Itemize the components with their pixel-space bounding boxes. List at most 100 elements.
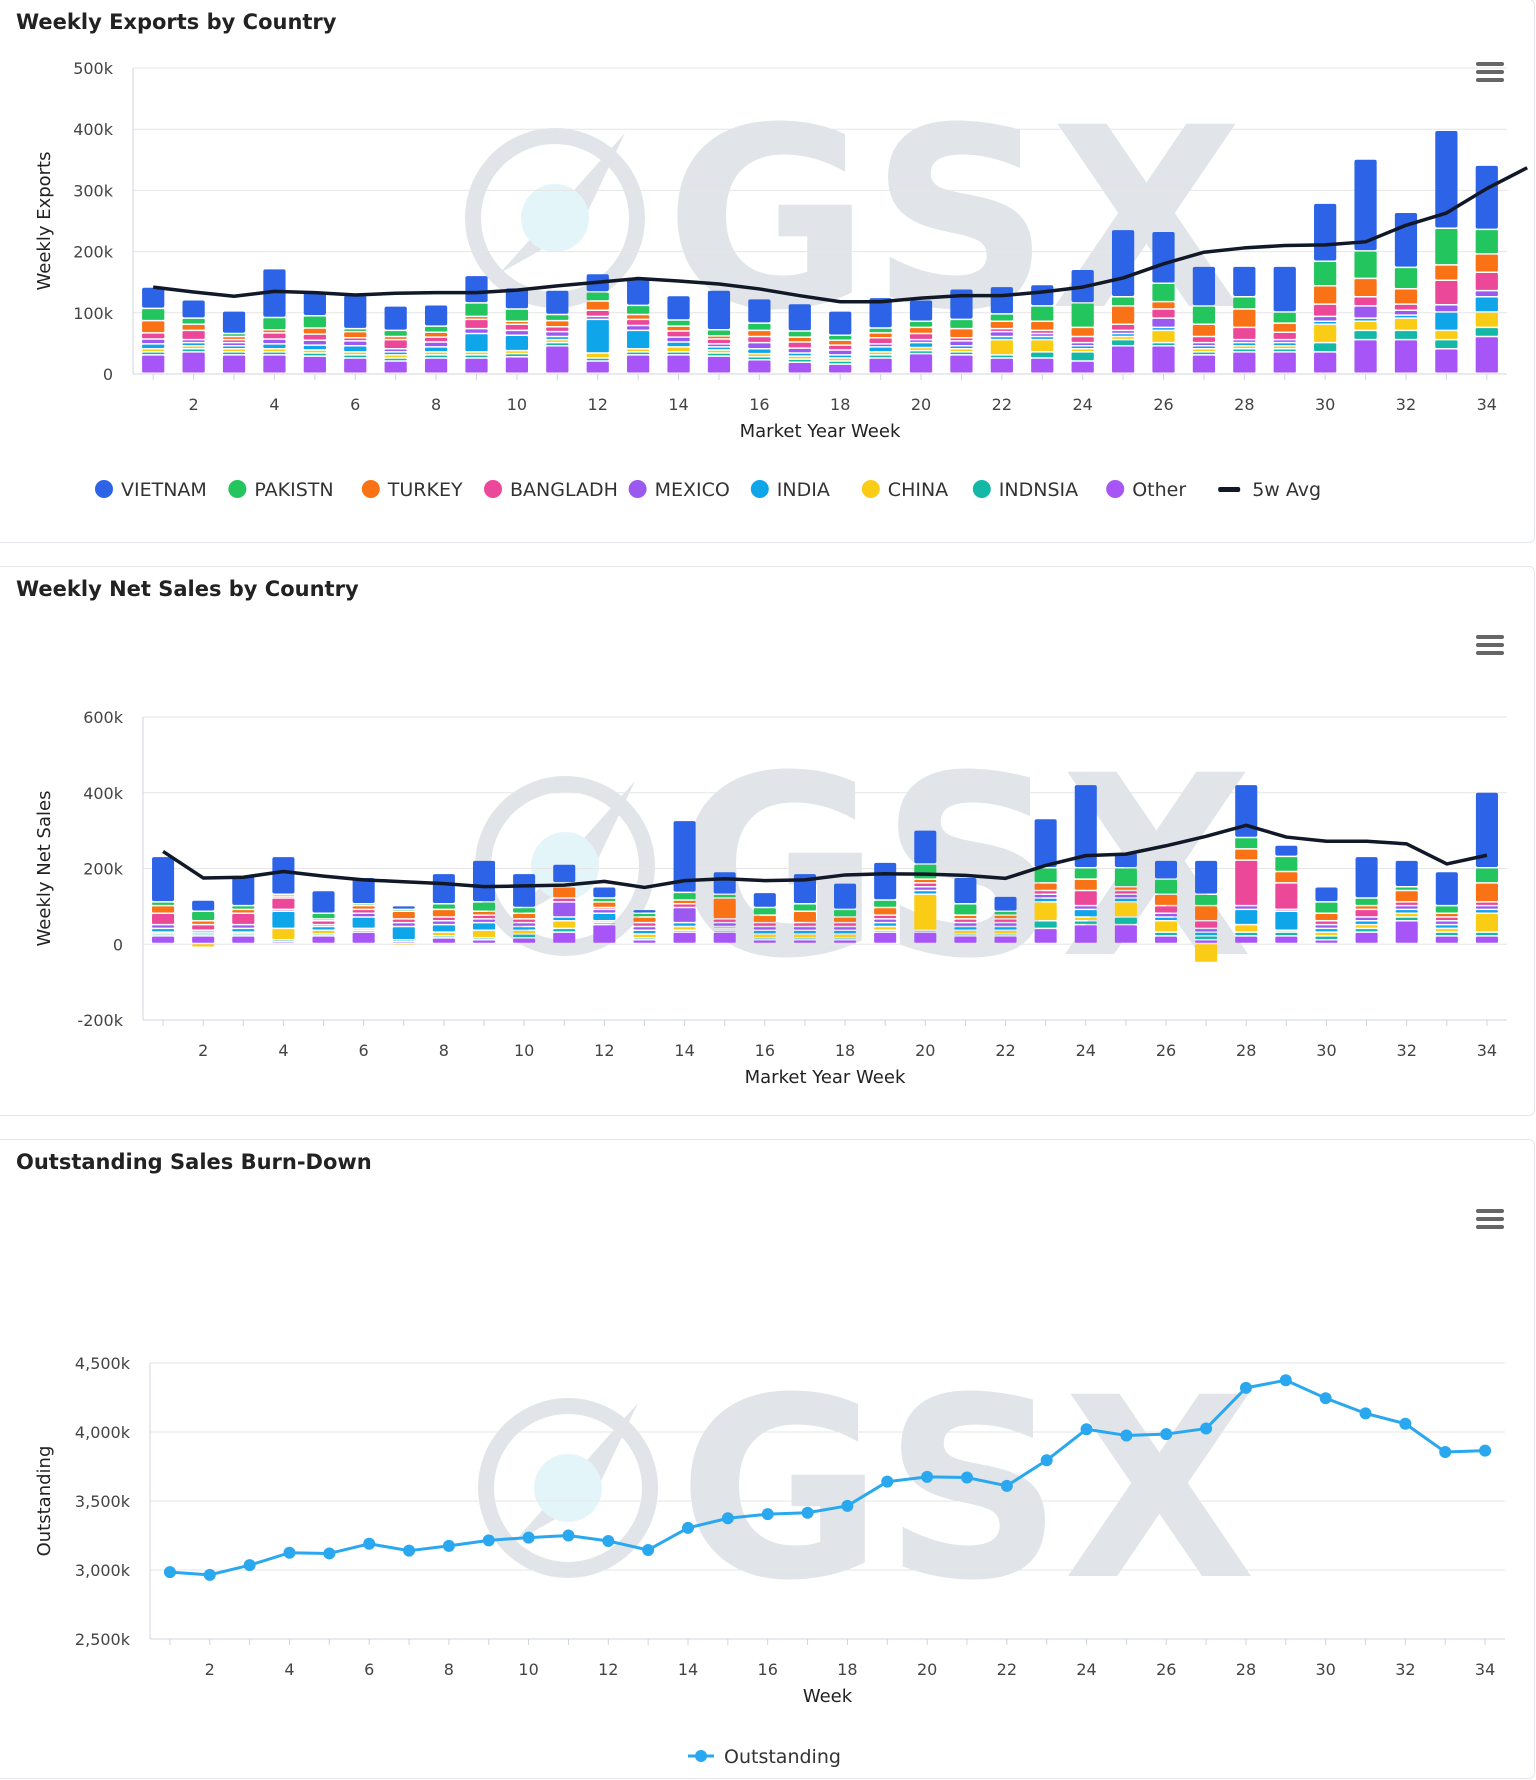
legend-marker-bangladh [484,480,502,498]
bar-india-week-6 [353,918,375,928]
bar-china-week-4 [263,350,285,352]
bar-china-week-16 [754,935,776,937]
legend-item-india[interactable]: INDIA [777,479,830,501]
bar-vietnam-week-17 [789,304,811,330]
bar-pakistn-week-24 [1075,869,1097,879]
bar-indnsia-week-26 [1152,343,1174,345]
bar-indnsia-week-32 [1395,331,1417,339]
bar-mexico-week-20 [914,887,936,889]
bar-pakistn-week-27 [1195,895,1217,905]
bar-mexico-week-21 [954,923,976,925]
legend-item-turkey[interactable]: TURKEY [387,479,463,501]
bar-other-week-31 [1356,933,1378,943]
bar-turkey-week-8 [425,333,447,336]
bar-vietnam-week-1 [152,857,174,901]
outstanding-point-week-32 [1399,1418,1411,1430]
bar-vietnam-week-3 [232,876,254,905]
bar-bangladh-week-17 [794,923,816,925]
y-tick-label: 100k [73,304,114,323]
legend-item-other[interactable]: Other [1132,479,1186,501]
bar-turkey-week-20 [910,328,932,333]
outstanding-point-week-33 [1439,1446,1451,1458]
bar-china-week-14 [667,348,689,351]
bar-indnsia-week-10 [513,935,535,937]
bar-pakistn-week-11 [546,315,568,320]
bar-china-week-28 [1235,925,1257,931]
bar-pakistn-week-32 [1396,887,1418,889]
legend-item-indnsia[interactable]: INDNSIA [999,479,1078,501]
bar-vietnam-week-4 [272,857,294,893]
bar-vietnam-week-16 [754,893,776,907]
legend-item-mexico[interactable]: MEXICO [655,479,730,501]
bar-turkey-week-14 [667,327,689,330]
bar-vietnam-week-26 [1155,861,1177,878]
x-tick-label: 24 [1076,1660,1096,1679]
bar-india-week-8 [425,348,447,351]
bar-indnsia-week-34 [1476,328,1498,336]
bar-other-week-1 [152,937,174,943]
bar-indnsia-week-28 [1233,350,1255,352]
bar-mexico-week-11 [553,903,575,917]
legend-item-bangladh[interactable]: BANGLADH [510,479,618,501]
x-tick-label: 14 [678,1660,698,1679]
bar-bangladh-week-29 [1275,884,1297,909]
bar-turkey-week-13 [633,918,655,922]
bar-china-week-7 [385,356,407,358]
bar-india-week-8 [433,925,455,931]
legend-item-china[interactable]: CHINA [888,479,948,501]
bar-other-week-20 [910,354,932,372]
x-tick-label: 34 [1477,395,1497,414]
bar-india-week-34 [1476,298,1498,312]
bar-pakistn-week-19 [870,329,892,332]
y-axis-title: Weekly Net Sales [34,791,55,947]
legend-item-vietnam[interactable]: VIETNAM [121,479,207,501]
bar-china-week-17 [789,357,811,359]
bar-china-week-13 [627,350,649,352]
bar-turkey-week-5 [304,329,326,334]
bar-turkey-week-16 [748,331,770,336]
bar-other-week-15 [714,933,736,943]
bar-china-week-9 [465,353,487,355]
bar-turkey-week-31 [1354,279,1376,296]
outstanding-point-week-3 [244,1559,256,1571]
bar-china-week-26 [1152,331,1174,342]
bar-other-week-21 [950,356,972,373]
bar-other-week-31 [1354,340,1376,372]
x-tick-label: 20 [915,1041,935,1060]
bar-indnsia-week-31 [1356,929,1378,931]
bar-china-week-32 [1396,914,1418,916]
bar-mexico-week-13 [633,927,655,929]
bar-vietnam-week-30 [1315,887,1337,901]
bar-india-week-12 [587,320,609,352]
bar-pakistn-week-21 [954,904,976,914]
bar-pakistn-week-10 [506,310,528,321]
legend-item-5w-avg[interactable]: 5w Avg [1252,479,1321,501]
bar-india-week-29 [1275,912,1297,929]
legend-item-outstanding[interactable]: Outstanding [724,1746,841,1768]
bar-bangladh-week-16 [748,337,770,342]
bar-india-week-23 [1035,899,1057,901]
bar-mexico-week-31 [1356,918,1378,920]
bar-vietnam-week-2 [183,301,205,318]
bar-pakistn-week-2 [183,319,205,324]
bar-china-week-15 [708,351,730,353]
bar-india-week-14 [674,923,696,925]
legend-item-pakistn[interactable]: PAKISTN [254,479,333,501]
bar-mexico-week-32 [1396,906,1418,908]
bar-other-week-25 [1112,346,1134,372]
bar-china-week-31 [1356,925,1378,927]
outstanding-point-week-29 [1280,1374,1292,1386]
x-axis-title: Market Year Week [745,1067,906,1088]
x-tick-label: 22 [992,395,1012,414]
bar-china-week-6 [344,353,366,355]
bar-china-week-5 [312,931,334,933]
bar-other-week-4 [263,356,285,373]
watermark-dot [534,1454,602,1522]
bar-vietnam-week-22 [994,897,1016,911]
bar-china-week-3 [223,350,245,352]
bar-vietnam-week-20 [914,831,936,864]
bar-vietnam-week-26 [1152,232,1174,283]
outstanding-point-week-5 [323,1547,335,1559]
